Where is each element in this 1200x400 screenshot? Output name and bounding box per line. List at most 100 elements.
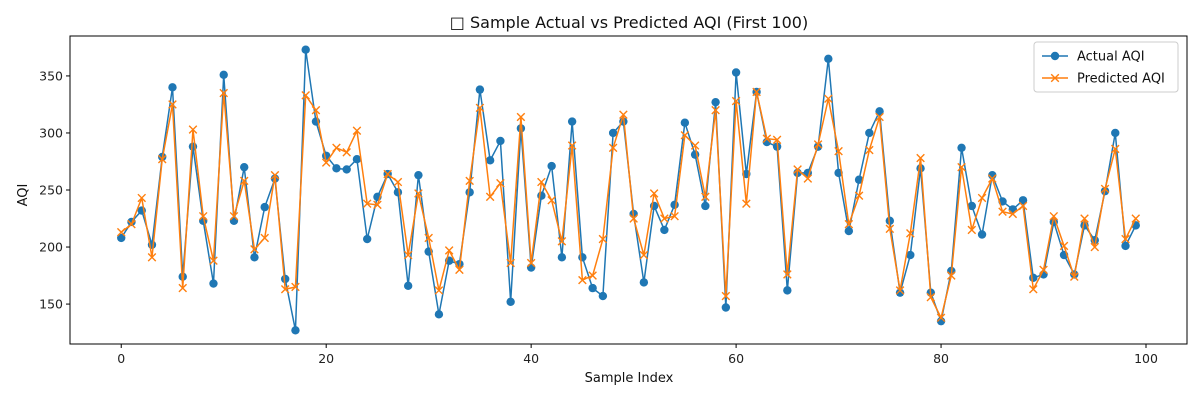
data-point: [403, 281, 413, 291]
data-point: [895, 288, 905, 297]
data-point: [219, 70, 228, 79]
data-point: [906, 250, 915, 260]
data-point: [967, 201, 976, 211]
data-point: [465, 176, 474, 186]
data-point: [188, 125, 198, 134]
data-point: [537, 191, 546, 200]
data-point: [1029, 273, 1038, 283]
y-tick-label: 150: [39, 297, 63, 312]
data-point: [1039, 265, 1048, 275]
data-point: [516, 124, 526, 133]
data-point: [865, 128, 874, 138]
series-predicted-aqi: [116, 87, 1141, 323]
data-point: [281, 274, 290, 284]
data-point: [219, 88, 229, 98]
data-point: [721, 303, 731, 312]
data-point: [352, 126, 362, 135]
data-point: [475, 85, 485, 94]
data-point: [239, 176, 249, 186]
data-point: [403, 250, 413, 260]
data-point: [1121, 241, 1130, 251]
data-point: [567, 141, 577, 150]
series-line: [120, 91, 1137, 319]
data-point: [157, 154, 167, 164]
y-tick-label: 350: [39, 68, 63, 83]
data-point: [444, 246, 454, 255]
data-point: [362, 199, 372, 208]
data-point: [936, 313, 946, 323]
x-tick-label: 20: [318, 351, 334, 366]
data-point: [803, 174, 813, 183]
data-point: [639, 278, 649, 287]
data-point: [567, 117, 577, 126]
data-point: [1008, 209, 1018, 219]
data-point: [516, 112, 526, 122]
x-axis-label: Sample Index: [585, 371, 674, 386]
data-point: [434, 310, 444, 319]
data-point: [127, 219, 136, 229]
data-point: [1100, 184, 1110, 194]
y-axis-label: AQI: [16, 184, 31, 207]
data-point: [793, 165, 802, 174]
data-point: [711, 97, 720, 107]
data-point: [731, 68, 741, 77]
data-point: [1131, 214, 1141, 223]
data-point: [393, 177, 403, 187]
data-point: [1018, 201, 1028, 211]
data-point: [1080, 214, 1089, 223]
data-point: [680, 118, 690, 127]
data-point: [598, 234, 608, 244]
data-point: [824, 54, 833, 64]
x-tick-label: 0: [117, 351, 125, 366]
data-point: [854, 175, 864, 184]
data-point: [957, 143, 966, 152]
x-tick-label: 60: [728, 351, 744, 366]
y-axis-ticks: 150 200 250 300 350: [39, 68, 70, 312]
data-point: [485, 192, 495, 202]
data-point: [557, 253, 567, 262]
data-point: [301, 45, 310, 54]
data-point: [1069, 272, 1079, 281]
data-point: [260, 233, 270, 243]
data-point: [639, 250, 649, 260]
data-point: [578, 275, 587, 285]
data-point: [608, 128, 618, 138]
data-point: [291, 326, 300, 335]
data-point: [332, 164, 341, 173]
data-point: [660, 225, 669, 235]
legend-label: Predicted AQI: [1077, 72, 1165, 87]
data-point: [885, 224, 895, 234]
data-point: [373, 200, 382, 210]
legend-label: Actual AQI: [1077, 50, 1145, 65]
data-point: [332, 143, 341, 153]
data-point: [506, 258, 515, 268]
data-point: [762, 134, 772, 143]
x-tick-label: 80: [933, 351, 949, 366]
data-point: [352, 155, 362, 164]
data-point: [496, 178, 505, 188]
data-point: [649, 189, 659, 198]
data-point: [998, 207, 1007, 216]
data-point: [875, 107, 884, 116]
data-point: [906, 229, 915, 238]
chart-marks: [116, 45, 1141, 335]
data-point: [280, 284, 290, 294]
data-point: [321, 158, 331, 167]
data-point: [1110, 144, 1120, 154]
series-actual-aqi: [117, 45, 1140, 335]
y-tick-label: 300: [39, 125, 63, 140]
data-point: [578, 253, 587, 262]
data-point: [598, 291, 608, 301]
data-point: [147, 253, 157, 262]
data-point: [916, 153, 925, 163]
data-point: [926, 292, 936, 302]
data-point: [783, 286, 792, 295]
data-point: [701, 192, 710, 202]
data-point: [875, 112, 884, 122]
data-point: [557, 237, 567, 246]
legend-item: Actual AQI: [1042, 50, 1145, 65]
data-point: [670, 200, 679, 210]
y-tick-label: 250: [39, 183, 63, 198]
